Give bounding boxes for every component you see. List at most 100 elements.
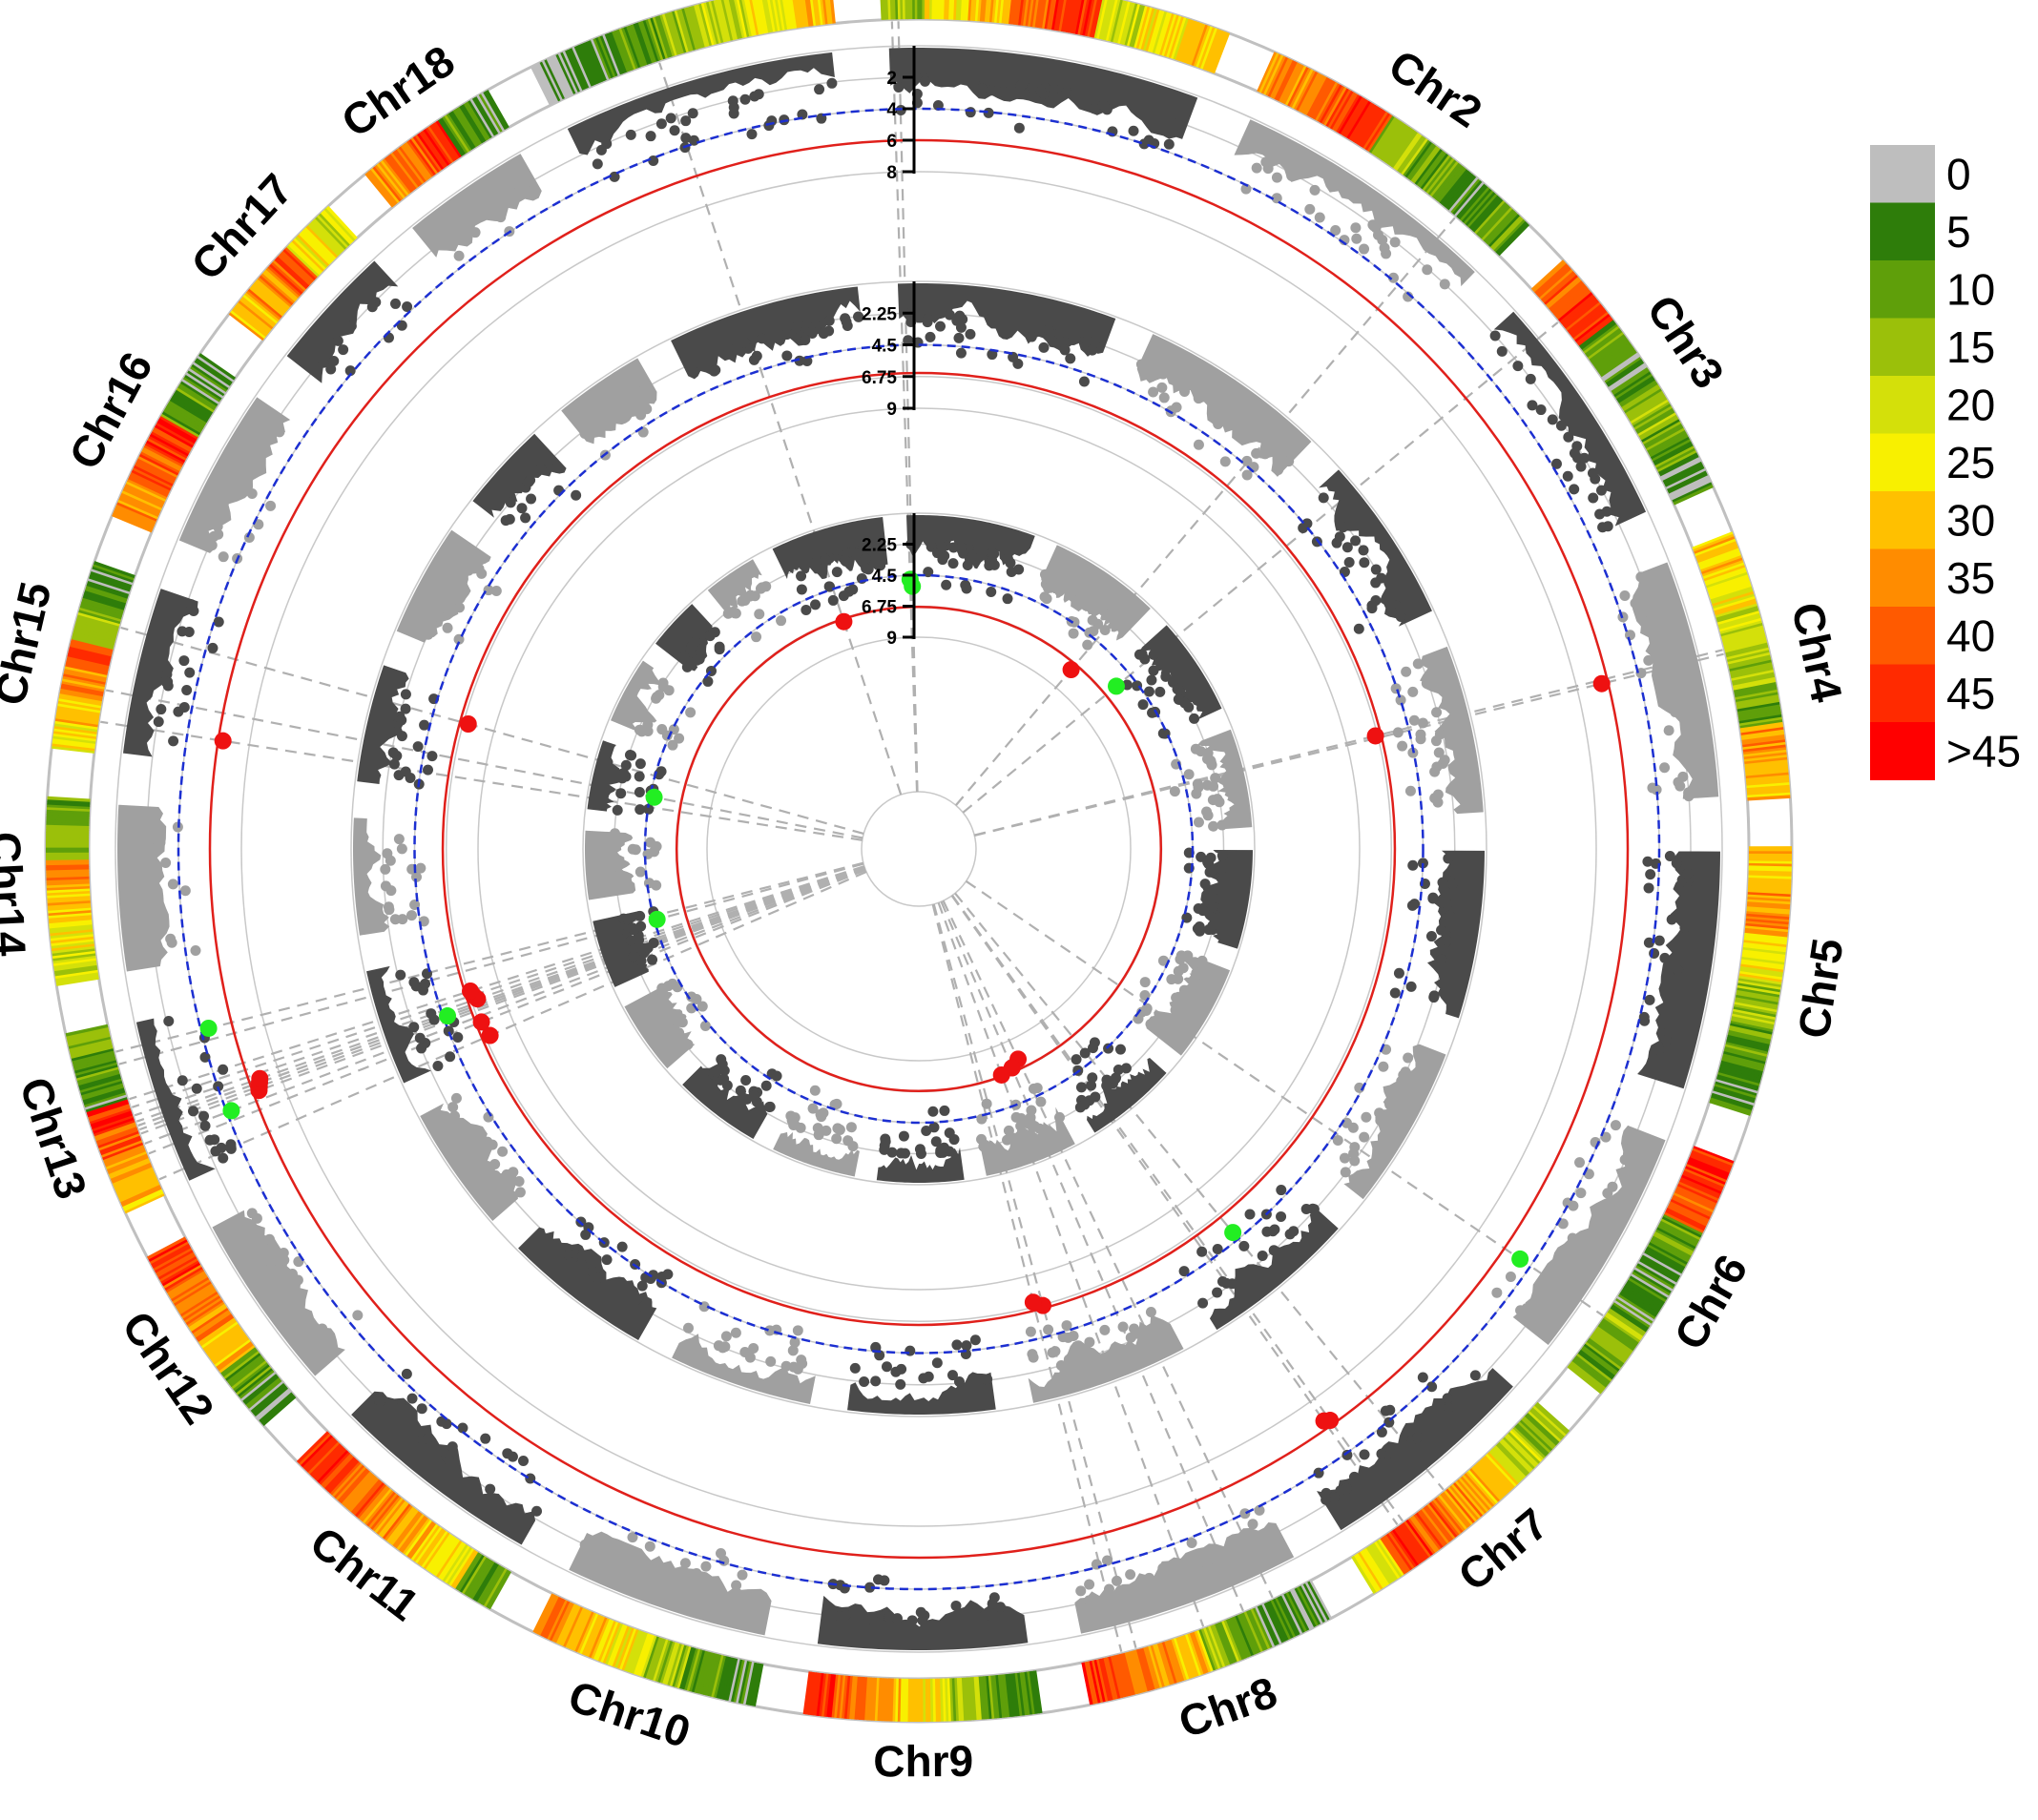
- density-bin: [1639, 1256, 1679, 1281]
- density-bin: [362, 1488, 392, 1524]
- snp-point: [317, 1323, 328, 1334]
- density-bin: [1561, 296, 1597, 326]
- density-bin: [667, 11, 683, 54]
- density-bin: [1746, 784, 1790, 792]
- density-bin: [1739, 968, 1783, 979]
- snp-point: [627, 843, 638, 855]
- density-bin: [656, 15, 674, 57]
- density-bin: [1382, 1536, 1408, 1574]
- density-bin: [676, 9, 692, 52]
- snp-point: [1283, 456, 1295, 467]
- density-bin: [236, 1365, 272, 1396]
- density-bin: [694, 5, 708, 48]
- density-bin: [1748, 879, 1792, 885]
- snp-point: [1417, 1372, 1428, 1383]
- density-bin: [1296, 71, 1319, 112]
- density-bin: [137, 455, 178, 478]
- density-bin: [1006, 0, 1012, 25]
- snp-point: [1207, 885, 1218, 897]
- density-bin: [228, 311, 265, 341]
- density-bin: [1287, 67, 1310, 107]
- density-bin: [119, 494, 160, 515]
- density-bin: [1462, 1474, 1493, 1510]
- snp-point: [1154, 686, 1166, 697]
- snp-point: [643, 803, 655, 815]
- snp-point: [188, 606, 199, 617]
- density-bin: [1715, 1079, 1758, 1095]
- density-bin: [1652, 439, 1692, 463]
- snp-link-line: [931, 903, 1123, 1652]
- density-bin: [827, 0, 834, 24]
- density-bin: [1346, 100, 1372, 140]
- density-bin: [1686, 1161, 1728, 1181]
- snp-point: [1160, 1014, 1172, 1025]
- density-bin: [47, 887, 91, 894]
- density-bin: [260, 1393, 295, 1425]
- snp-point: [1087, 1043, 1098, 1054]
- density-bin: [1693, 533, 1735, 553]
- density-bin: [120, 491, 161, 513]
- density-bin: [216, 1340, 253, 1370]
- snp-point: [575, 1258, 587, 1270]
- density-bin: [1137, 1648, 1153, 1691]
- density-bin: [248, 1380, 284, 1411]
- density-bin: [84, 589, 127, 606]
- density-bin: [609, 1624, 628, 1666]
- density-bin: [315, 216, 347, 250]
- density-bin: [623, 1629, 641, 1672]
- snp-point: [745, 589, 757, 601]
- density-bin: [1733, 1008, 1776, 1021]
- density-bin: [1676, 1183, 1718, 1205]
- density-bin: [1211, 31, 1231, 74]
- snp-point: [834, 1124, 845, 1135]
- density-bin: [1724, 640, 1768, 653]
- density-bin: [101, 1142, 144, 1161]
- density-bin: [245, 1376, 281, 1407]
- density-bin: [1733, 679, 1777, 692]
- density-bin: [1730, 1021, 1774, 1033]
- density-bin: [1147, 10, 1163, 52]
- snp-point: [1406, 900, 1418, 911]
- density-bin: [1110, 1655, 1123, 1699]
- density-bin: [318, 1451, 351, 1485]
- density-bin: [1663, 464, 1704, 486]
- snp-point: [1006, 566, 1017, 577]
- chromosome-point-band: [420, 1103, 518, 1222]
- density-bin: [1145, 9, 1161, 52]
- density-bin: [710, 1654, 724, 1698]
- density-bin: [738, 0, 751, 37]
- density-bin: [1571, 309, 1608, 340]
- snp-point: [1084, 1579, 1095, 1590]
- snp-point: [1138, 138, 1150, 150]
- density-bin: [1741, 734, 1785, 744]
- density-bin: [628, 1631, 646, 1673]
- density-bin: [705, 1, 720, 45]
- density-bin: [1274, 60, 1296, 101]
- snp-point: [1376, 1448, 1387, 1459]
- density-bin: [1677, 1181, 1719, 1202]
- density-bin: [671, 1644, 687, 1687]
- density-bin: [1595, 1326, 1633, 1355]
- snp-point: [717, 1342, 728, 1354]
- density-bin: [1363, 1547, 1390, 1586]
- density-bin: [1408, 1517, 1438, 1554]
- density-bin: [1699, 552, 1741, 571]
- density-bin: [165, 403, 205, 429]
- density-bin: [1119, 1653, 1133, 1696]
- density-bin: [1397, 135, 1425, 173]
- density-bin: [1236, 1614, 1257, 1656]
- density-bin: [1692, 1148, 1734, 1167]
- snp-point: [1642, 616, 1653, 628]
- snp-link-line: [144, 868, 866, 1145]
- snp-point: [447, 1102, 459, 1113]
- snp-point: [1447, 866, 1459, 878]
- density-bin: [161, 1262, 201, 1287]
- snp-point: [444, 1455, 455, 1466]
- density-bin: [389, 1509, 419, 1546]
- significance-threshold-line: [675, 605, 1163, 1093]
- density-bin: [1743, 747, 1787, 755]
- snp-point: [508, 1167, 519, 1178]
- density-bin: [1659, 454, 1699, 478]
- density-bin: [1719, 620, 1762, 635]
- density-bin: [749, 0, 759, 35]
